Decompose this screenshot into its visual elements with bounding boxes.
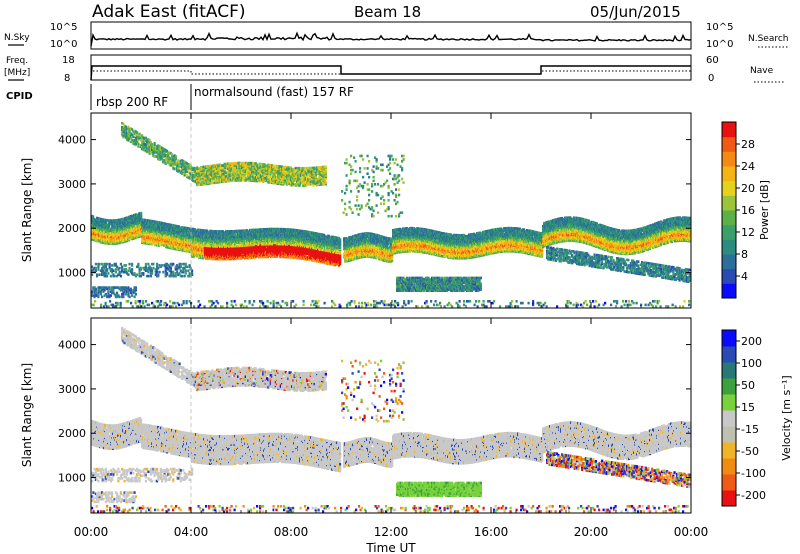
nsky-tick-top: 10^5 bbox=[50, 22, 77, 33]
nsky-frame bbox=[91, 22, 691, 49]
cpid-segment-1: rbsp 200 RF bbox=[96, 95, 168, 109]
freq-frame bbox=[91, 55, 691, 80]
power-panel-bg bbox=[91, 113, 691, 308]
nave-tick-bottom: 0 bbox=[708, 73, 714, 84]
nsky-trace bbox=[91, 33, 691, 46]
freq-tick-top: 18 bbox=[62, 55, 75, 66]
range-cell bbox=[164, 222, 166, 225]
date-title: 05/Jun/2015 bbox=[590, 3, 681, 21]
cpid-label: CPID bbox=[6, 91, 33, 102]
nsearch-tick-bottom: 10^0 bbox=[706, 39, 733, 50]
nave-trace bbox=[93, 71, 691, 74]
nave-tick-top: 60 bbox=[706, 55, 719, 66]
range-cell bbox=[140, 212, 142, 215]
freq-unit-label: [MHz] bbox=[4, 68, 30, 78]
range-cell bbox=[92, 215, 94, 218]
range-cell bbox=[196, 255, 198, 258]
station-title: Adak East (fitACF) bbox=[92, 2, 246, 22]
range-cell bbox=[181, 226, 183, 229]
radar-summary-plot: Adak East (fitACF) Beam 18 05/Jun/2015 N… bbox=[0, 0, 800, 554]
nsky-label: N.Sky bbox=[4, 33, 30, 43]
cpid-segment-2: normalsound (fast) 157 RF bbox=[194, 85, 354, 99]
freq-trace bbox=[91, 66, 691, 80]
nsearch-label: N.Search bbox=[748, 34, 789, 44]
nsearch-tick-top: 10^5 bbox=[706, 22, 733, 33]
nave-label: Nave bbox=[750, 66, 774, 76]
range-cell bbox=[93, 218, 95, 221]
nsky-tick-bottom: 10^0 bbox=[50, 39, 77, 50]
freq-label: Freq. bbox=[6, 56, 28, 66]
freq-tick-bottom: 8 bbox=[64, 73, 70, 84]
beam-title: Beam 18 bbox=[354, 3, 421, 21]
range-cell bbox=[161, 222, 163, 225]
